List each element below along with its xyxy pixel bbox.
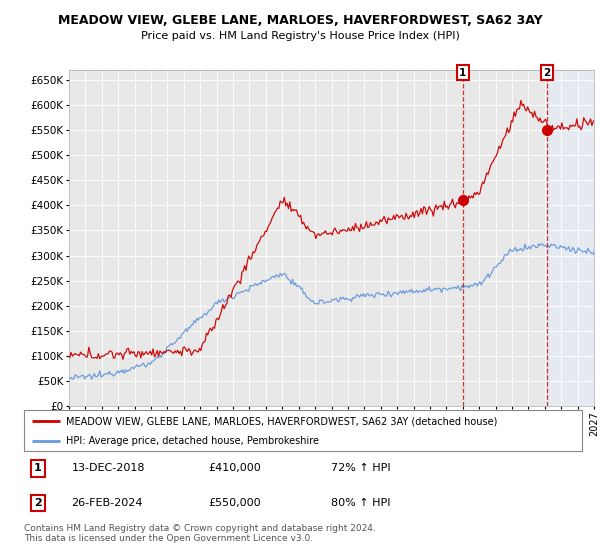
Text: 72% ↑ HPI: 72% ↑ HPI	[331, 464, 391, 473]
Text: 80% ↑ HPI: 80% ↑ HPI	[331, 498, 391, 508]
Text: £550,000: £550,000	[208, 498, 261, 508]
Text: 13-DEC-2018: 13-DEC-2018	[71, 464, 145, 473]
Text: Price paid vs. HM Land Registry's House Price Index (HPI): Price paid vs. HM Land Registry's House …	[140, 31, 460, 41]
Bar	[547, 70, 594, 406]
Text: MEADOW VIEW, GLEBE LANE, MARLOES, HAVERFORDWEST, SA62 3AY: MEADOW VIEW, GLEBE LANE, MARLOES, HAVERF…	[58, 14, 542, 27]
Text: 2: 2	[34, 498, 42, 508]
Text: 2: 2	[544, 68, 551, 77]
Text: MEADOW VIEW, GLEBE LANE, MARLOES, HAVERFORDWEST, SA62 3AY (detached house): MEADOW VIEW, GLEBE LANE, MARLOES, HAVERF…	[66, 417, 497, 426]
Text: 26-FEB-2024: 26-FEB-2024	[71, 498, 143, 508]
Text: £410,000: £410,000	[208, 464, 261, 473]
Text: 1: 1	[459, 68, 466, 77]
Text: 1: 1	[34, 464, 42, 473]
Text: Contains HM Land Registry data © Crown copyright and database right 2024.
This d: Contains HM Land Registry data © Crown c…	[24, 524, 376, 543]
Text: HPI: Average price, detached house, Pembrokeshire: HPI: Average price, detached house, Pemb…	[66, 436, 319, 446]
